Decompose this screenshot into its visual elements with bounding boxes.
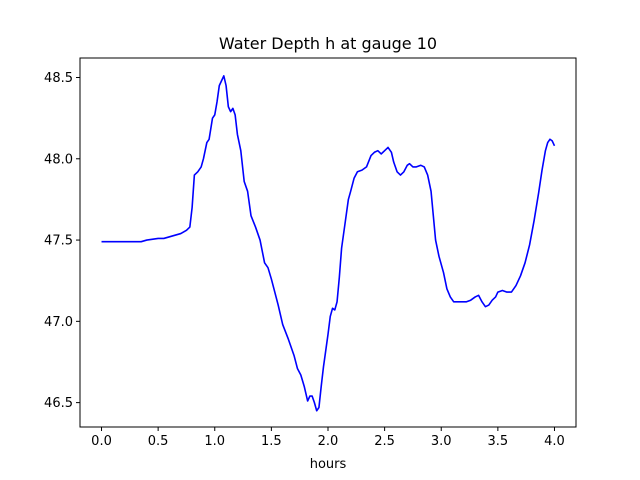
x-tick-label: 4.0 (544, 434, 565, 449)
y-tick-label: 48.0 (44, 152, 73, 167)
x-tick-label: 1.0 (204, 434, 225, 449)
y-tick-label: 48.5 (44, 71, 73, 86)
plot-layer (101, 75, 556, 412)
x-tick-label: 0.5 (148, 434, 169, 449)
chart-title: Water Depth h at gauge 10 (219, 34, 437, 53)
x-tick-label: 3.0 (431, 434, 452, 449)
x-tick-label: 2.5 (374, 434, 395, 449)
x-tick-label: 1.5 (261, 434, 282, 449)
series-line-1 (101, 75, 556, 412)
y-tick-label: 47.0 (44, 315, 73, 330)
x-axis-label: hours (310, 457, 347, 472)
y-tick-label: 47.5 (44, 234, 73, 249)
x-axis-ticks: 0.0 0.5 1.0 1.5 2.0 2.5 3.0 3.5 4.0 (91, 427, 565, 449)
y-tick-label: 46.5 (44, 396, 73, 411)
x-tick-label: 2.0 (318, 434, 339, 449)
x-tick-label: 3.5 (488, 434, 509, 449)
x-tick-label: 0.0 (91, 434, 112, 449)
y-axis-ticks: 46.5 47.0 47.5 48.0 48.5 (44, 71, 80, 411)
